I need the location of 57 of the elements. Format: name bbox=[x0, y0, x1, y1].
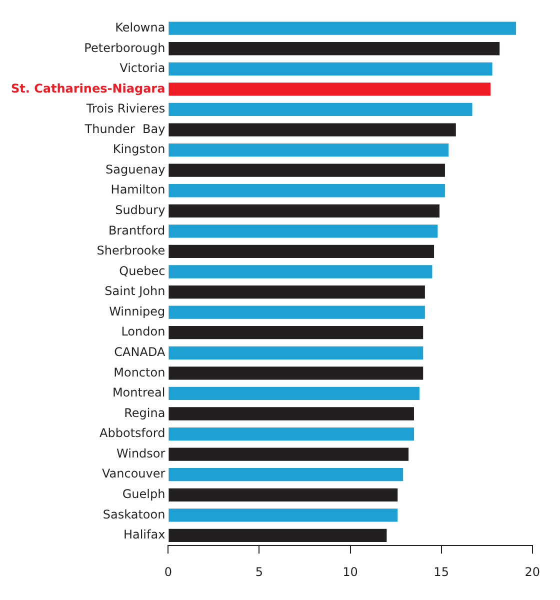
bar bbox=[168, 407, 414, 420]
y-tick-label: Victoria bbox=[120, 61, 166, 76]
x-tick-label: 10 bbox=[342, 564, 358, 579]
bar bbox=[168, 184, 445, 198]
y-tick-label: Moncton bbox=[114, 365, 166, 380]
bar bbox=[168, 42, 500, 56]
y-tick-label: Windsor bbox=[116, 446, 166, 460]
y-tick-label: Halifax bbox=[123, 528, 166, 542]
y-tick-label: Trois Rivieres bbox=[85, 102, 166, 116]
bar bbox=[168, 508, 398, 522]
y-tick-label: Saguenay bbox=[106, 162, 166, 176]
y-tick-label: Saint John bbox=[104, 284, 166, 298]
bar bbox=[168, 326, 424, 340]
y-tick-label: St. Catharines-Niagara bbox=[10, 81, 166, 96]
y-tick-label: Sudbury bbox=[115, 203, 166, 218]
bar bbox=[168, 488, 398, 502]
bar bbox=[168, 306, 425, 319]
x-tick-label: 15 bbox=[434, 564, 449, 579]
y-tick-label: Hamilton bbox=[110, 182, 166, 197]
bar bbox=[168, 528, 387, 542]
bar bbox=[168, 244, 434, 258]
y-tick-label: Sherbrooke bbox=[96, 244, 166, 258]
bar bbox=[168, 204, 440, 218]
bar bbox=[168, 102, 472, 116]
y-tick-label: Regina bbox=[124, 406, 166, 420]
y-tick-label: Saskatoon bbox=[102, 507, 166, 522]
bar bbox=[168, 143, 449, 157]
bar bbox=[168, 224, 438, 238]
bar bbox=[168, 346, 424, 360]
y-tick-label: Brantford bbox=[108, 223, 166, 238]
bar bbox=[168, 468, 404, 482]
y-tick-label: Abbotsford bbox=[100, 426, 166, 440]
bar bbox=[168, 123, 456, 136]
bar bbox=[168, 427, 414, 441]
bar bbox=[168, 164, 445, 177]
bar bbox=[168, 265, 432, 278]
bar bbox=[168, 285, 425, 299]
x-tick-label: 5 bbox=[255, 564, 264, 579]
bar bbox=[168, 82, 490, 96]
bar bbox=[168, 366, 424, 380]
y-tick-label: CANADA bbox=[114, 345, 166, 360]
bar bbox=[168, 22, 516, 35]
x-tick-label: 20 bbox=[524, 564, 540, 579]
y-tick-label: Quebec bbox=[119, 264, 166, 278]
y-tick-label: Thunder Bay bbox=[84, 122, 166, 136]
bar bbox=[168, 448, 409, 461]
x-tick-label: 0 bbox=[164, 564, 172, 579]
y-tick-label: Peterborough bbox=[84, 40, 166, 55]
bar bbox=[168, 62, 492, 76]
y-tick-label: Guelph bbox=[122, 487, 166, 502]
y-tick-label: Kingston bbox=[112, 142, 166, 156]
y-tick-label: London bbox=[121, 324, 166, 339]
y-tick-label: Kelowna bbox=[115, 20, 166, 34]
y-tick-label: Vancouver bbox=[102, 466, 166, 481]
y-tick-label: Montreal bbox=[112, 386, 166, 400]
bar bbox=[168, 386, 420, 400]
y-tick-label: Winnipeg bbox=[109, 304, 166, 318]
